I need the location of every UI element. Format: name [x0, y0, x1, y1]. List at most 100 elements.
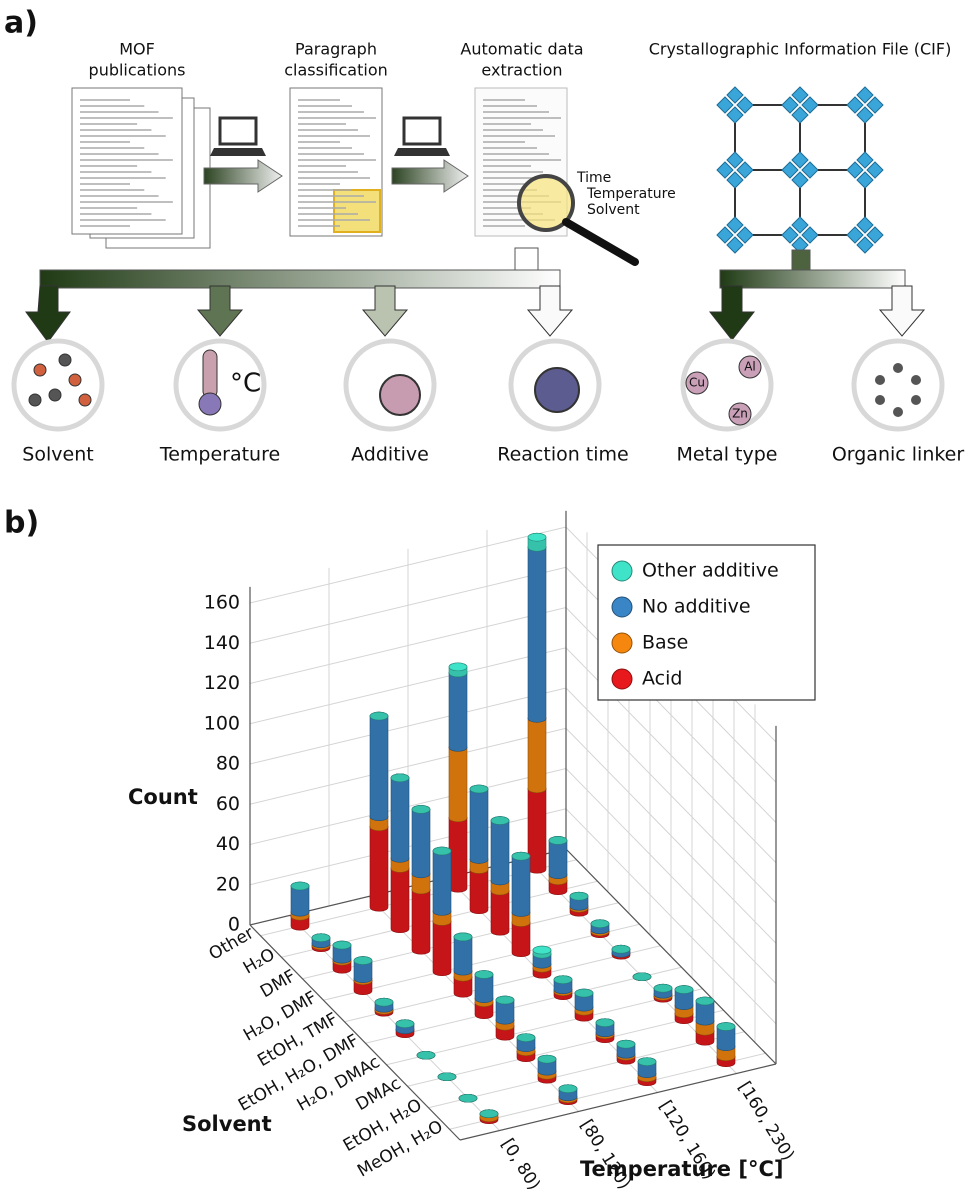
- atom: [58, 353, 72, 367]
- polyhedron: [801, 96, 819, 114]
- bar-segment: [527, 714, 547, 794]
- linker-atom: [911, 375, 921, 385]
- metal-label: Al: [744, 360, 756, 374]
- bar-segment: [411, 885, 431, 955]
- axis-edge: [249, 924, 461, 1141]
- magnifier-handle: [562, 218, 639, 266]
- extracted-field: Time: [576, 170, 611, 186]
- output-label: Organic linker: [832, 444, 965, 466]
- bar-segment: [369, 711, 389, 821]
- metal-atom: [728, 402, 752, 426]
- z-tick-label: 160: [204, 592, 240, 614]
- branch-stem: [791, 249, 811, 271]
- panel-label: b): [4, 506, 39, 541]
- z-tick-label: 40: [216, 833, 240, 855]
- bar-segment: [569, 891, 589, 901]
- output-label: Temperature: [159, 444, 280, 466]
- polyhedron: [856, 236, 874, 254]
- legend-label: Base: [642, 632, 688, 654]
- branch-arrow: [708, 285, 756, 341]
- bar-segment: [390, 773, 410, 863]
- metal-label: Zn: [732, 407, 748, 421]
- polyhedron: [781, 96, 799, 114]
- bar-segment: [469, 784, 489, 794]
- atom: [33, 363, 47, 377]
- legend-box: [597, 544, 816, 701]
- bar-segment: [290, 881, 310, 891]
- polyhedron: [781, 226, 799, 244]
- atom: [68, 373, 82, 387]
- bar-segment: [474, 970, 494, 979]
- bar-segment: [527, 784, 547, 874]
- atom: [48, 388, 62, 402]
- bar-segment: [395, 1019, 415, 1028]
- degree-symbol: °C: [230, 369, 261, 399]
- branch-bar: [39, 269, 561, 289]
- z-tick-label: 120: [204, 672, 240, 694]
- floor-grid: [428, 1031, 745, 1109]
- legend-swatch: [611, 596, 633, 618]
- branch-arrow: [361, 285, 409, 337]
- floor-grid: [407, 1009, 724, 1087]
- polyhedron: [791, 106, 809, 124]
- bar-segment: [411, 805, 431, 814]
- step-title: classification: [284, 61, 388, 80]
- bar-segment: [374, 997, 394, 1007]
- output-label: Additive: [351, 444, 429, 466]
- polyhedron: [726, 106, 744, 124]
- bar-segment: [390, 773, 410, 783]
- z-tick-label: 140: [204, 632, 240, 654]
- bar-segment: [390, 864, 410, 934]
- bar-segment: [432, 917, 452, 977]
- bar-cap: [527, 532, 547, 542]
- flask: [379, 374, 421, 416]
- bar-segment: [611, 944, 631, 954]
- bar-segment: [558, 1084, 578, 1093]
- z-tick-label: 0: [228, 914, 240, 936]
- polyhedron: [716, 226, 734, 244]
- polyhedron: [856, 86, 874, 104]
- polyhedron: [791, 86, 809, 104]
- legend-swatch: [611, 632, 633, 654]
- legend-swatch: [611, 560, 633, 582]
- floor-grid: [365, 966, 682, 1044]
- output-label: Solvent: [22, 444, 93, 466]
- x-tick-label: [160, 230): [734, 1078, 798, 1164]
- legend-label: Other additive: [642, 560, 779, 582]
- floor-grid: [386, 988, 703, 1066]
- bar-segment: [453, 932, 473, 942]
- legend-label: No additive: [642, 596, 751, 618]
- polyhedron: [791, 151, 809, 169]
- step-title: publications: [89, 61, 186, 80]
- polyhedron: [801, 161, 819, 179]
- bar-segment: [527, 542, 547, 723]
- polyhedron: [736, 226, 754, 244]
- branch-arrow: [196, 285, 244, 337]
- polyhedron: [726, 216, 744, 234]
- step-title: Automatic data: [460, 40, 583, 59]
- bar-segment: [511, 851, 531, 917]
- polyhedron: [726, 86, 744, 104]
- bar-segment: [574, 988, 594, 998]
- thermometer: [202, 349, 218, 399]
- bar-segment: [553, 975, 573, 984]
- z-tick-label: 80: [216, 753, 240, 775]
- bar-segment: [448, 813, 468, 893]
- y-tick-label: H₂O: [240, 945, 279, 979]
- linker-atom: [893, 407, 903, 417]
- bar-cap: [448, 662, 468, 672]
- linker-atom: [911, 395, 921, 405]
- bar-segment: [479, 1109, 499, 1119]
- atom: [78, 393, 92, 407]
- cif-title: Crystallographic Information File (CIF): [649, 40, 952, 59]
- bar-segment: [595, 1018, 615, 1027]
- floor-grid: [323, 923, 640, 1001]
- axis-edge: [459, 1063, 777, 1141]
- bar-cap: [532, 945, 552, 955]
- linker-atom: [875, 395, 885, 405]
- metal-atom: [738, 355, 762, 379]
- step-title: Paragraph: [295, 40, 377, 59]
- y-axis-title: Solvent: [182, 1112, 272, 1136]
- bar-segment: [616, 1039, 636, 1049]
